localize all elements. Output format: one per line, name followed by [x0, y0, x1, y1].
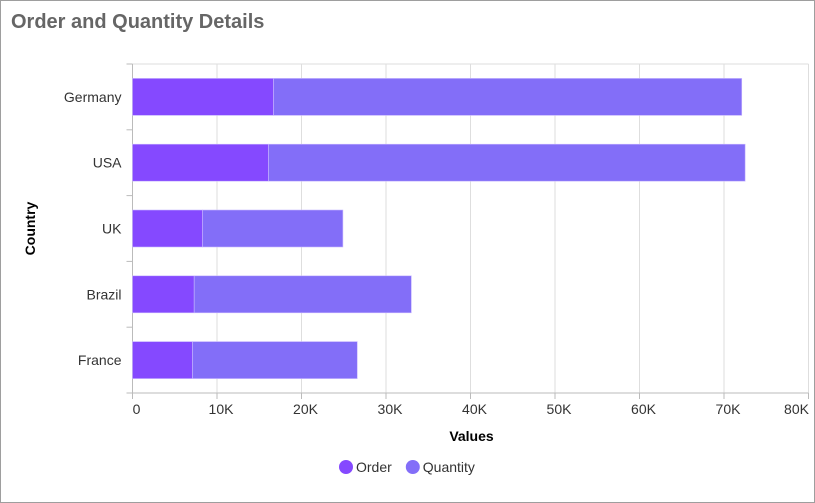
bar-order: [132, 143, 269, 182]
bar-order: [132, 209, 203, 248]
legend-marker-quantity: [405, 460, 420, 474]
x-tick-label: 10K: [209, 401, 235, 417]
bar-order: [132, 341, 193, 379]
x-tick-label: 60K: [631, 401, 657, 417]
bar-quantity: [273, 78, 743, 116]
y-tick-label: France: [78, 352, 122, 368]
bar-order: [132, 78, 274, 116]
bar-quantity: [192, 341, 358, 379]
x-axis-title: Values: [449, 428, 494, 444]
x-tick-label: 50K: [547, 401, 573, 417]
y-tick-label: UK: [102, 221, 122, 237]
x-tick-label: 40K: [462, 401, 488, 417]
x-tick-label: 0: [133, 401, 141, 417]
x-tick-label: 80K: [784, 401, 810, 417]
legend-label-quantity: Quantity: [423, 459, 475, 475]
y-tick-label: Germany: [64, 89, 122, 105]
legend-label-order: Order: [356, 459, 392, 475]
x-tick-label: 70K: [716, 401, 742, 417]
y-tick-label: Brazil: [86, 286, 121, 302]
bar-quantity: [193, 275, 412, 314]
legend-marker-order: [339, 460, 353, 474]
y-axis-title: Country: [22, 201, 38, 255]
x-tick-label: 30K: [378, 401, 404, 417]
y-tick-label: USA: [93, 155, 122, 171]
x-tick-label: 20K: [293, 401, 319, 417]
bar-quantity: [268, 143, 746, 182]
chart-title: Order and Quantity Details: [11, 11, 265, 33]
bar-quantity: [202, 209, 344, 248]
bar-order: [132, 275, 195, 314]
